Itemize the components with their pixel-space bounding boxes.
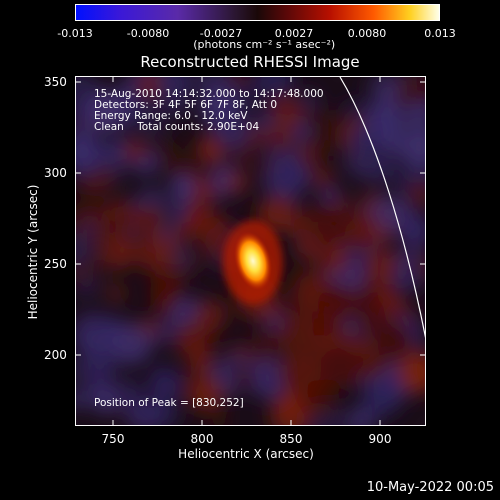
noise-blob [76, 130, 102, 170]
noise-blob [76, 231, 95, 268]
plot-title: Reconstructed RHESSI Image [140, 53, 360, 71]
noise-blob [343, 406, 376, 425]
noise-blob [97, 234, 135, 271]
noise-blob [167, 94, 189, 116]
colorbar [75, 4, 440, 21]
noise-blob [386, 154, 404, 171]
y-tick: 250 [44, 257, 67, 271]
noise-blob [107, 283, 126, 303]
y-tick: 300 [44, 166, 67, 180]
colorbar-tick: -0.0027 [199, 27, 243, 40]
noise-blob [269, 95, 303, 129]
noise-blob [364, 246, 398, 280]
noise-blob [171, 221, 194, 245]
noise-blob [156, 77, 192, 99]
noise-blob [270, 124, 299, 153]
noise-blob [170, 174, 196, 200]
noise-blob [194, 297, 229, 331]
noise-blob [340, 211, 379, 249]
colorbar-tick: -0.013 [57, 27, 93, 40]
noise-blob [194, 77, 236, 106]
noise-blob [110, 378, 143, 411]
peak-position: Position of Peak = [830,252] [94, 397, 244, 409]
colorbar-units: (photons cm⁻² s⁻¹ asec⁻²) [193, 38, 336, 51]
noise-blob [76, 105, 99, 139]
noise-blob [76, 360, 86, 379]
colorbar-tick: -0.0080 [126, 27, 170, 40]
noise-blob [263, 158, 306, 202]
noise-blob [251, 326, 279, 354]
noise-blob [400, 127, 425, 169]
noise-blob [247, 357, 290, 400]
noise-blob [263, 310, 286, 333]
noise-blob [294, 236, 319, 261]
noise-blob [346, 255, 367, 276]
y-tick: 350 [44, 75, 67, 89]
noise-blob [133, 204, 165, 237]
noise-blob [368, 77, 404, 104]
noise-blob [147, 368, 183, 403]
noise-blob [410, 251, 425, 282]
noise-blob [298, 202, 343, 247]
noise-blob [186, 207, 208, 230]
flare-source [233, 231, 273, 291]
noise-blob [211, 413, 229, 425]
x-axis-label: Heliocentric X (arcsec) [178, 447, 314, 461]
colorbar-tick: 0.013 [424, 27, 456, 40]
noise-blob [302, 306, 341, 345]
noise-blob [92, 389, 117, 414]
noise-blob [322, 187, 340, 205]
detectors: Detectors: 3F 4F 5F 6F 7F 8F, Att 0 [94, 99, 278, 111]
noise-blob [397, 351, 425, 395]
noise-blob [81, 219, 98, 236]
noise-blob [224, 170, 250, 195]
rhessi-image [76, 77, 425, 425]
noise-blob [108, 217, 125, 235]
colorbar-tick: 0.0080 [347, 27, 387, 40]
noise-blob [405, 179, 425, 209]
time-range: 15-Aug-2010 14:14:32.000 to 14:17:48.000 [94, 88, 324, 100]
solar-limb [339, 77, 425, 339]
noise-blob [76, 274, 98, 298]
noise-blob [397, 214, 425, 249]
x-tick: 750 [101, 432, 125, 446]
image-plot: 15-Aug-2010 14:14:32.000 to 14:17:48.000… [75, 76, 426, 426]
noise-blob [323, 346, 360, 383]
noise-blob [299, 144, 320, 165]
noise-blob [110, 323, 153, 366]
x-tick: 800 [190, 432, 214, 446]
noise-blob [212, 112, 252, 152]
noise-blob [299, 91, 319, 110]
noise-blob [355, 284, 379, 307]
noise-blob [152, 296, 172, 316]
x-tick: 900 [368, 432, 392, 446]
noise-blob [259, 195, 298, 234]
noise-blob [83, 354, 117, 388]
noise-blob [309, 164, 335, 189]
noise-blob [188, 376, 225, 413]
noise-blob [307, 109, 350, 153]
noise-blob [364, 383, 399, 418]
noise-blob [346, 336, 366, 356]
y-axis-label: Heliocentric Y (arcsec) [26, 184, 40, 320]
noise-blob [403, 100, 425, 133]
energy-range: Energy Range: 6.0 - 12.0 keV [94, 110, 248, 122]
noise-blob [354, 299, 389, 334]
noise-blob [299, 380, 339, 421]
clean-total-counts: Clean Total counts: 2.90E+04 [94, 121, 260, 133]
noise-blob [236, 147, 254, 165]
footer-timestamp: 10-May-2022 00:05 [366, 480, 494, 495]
noise-blob [123, 139, 146, 162]
colorbar-tick: 0.0027 [274, 27, 314, 40]
noise-blob [125, 95, 170, 140]
noise-blob [151, 263, 187, 299]
y-tick: 200 [44, 348, 67, 362]
x-tick: 850 [279, 432, 303, 446]
noise-blob [237, 79, 266, 108]
noise-blob [373, 320, 414, 361]
noise-blob [253, 109, 277, 133]
noise-blob [234, 368, 256, 390]
